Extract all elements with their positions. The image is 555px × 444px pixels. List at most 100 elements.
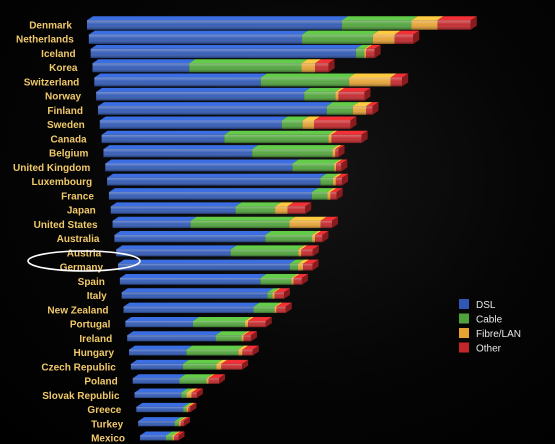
category-label-sweden: Sweden bbox=[47, 120, 85, 131]
bar-row-germany bbox=[118, 259, 319, 271]
category-label-portugal: Portugal bbox=[70, 320, 111, 331]
bar-top-other-united-kingdom bbox=[336, 159, 348, 164]
bar-top-dsl-australia bbox=[114, 231, 272, 236]
bar-top-dsl-austria bbox=[116, 245, 237, 250]
bar-top-dsl-sweden bbox=[99, 116, 288, 121]
bar-top-other-norway bbox=[338, 87, 371, 92]
bar-top-other-sweden bbox=[314, 116, 357, 121]
bar-end-cap-united-kingdom bbox=[341, 159, 348, 172]
country-labels-group: Denmark Netherlands Iceland Korea Switzerlan… bbox=[13, 21, 125, 444]
bar-end-cap-finland bbox=[372, 102, 379, 115]
bar-top-cable-sweden bbox=[281, 116, 309, 121]
legend: DSL Cable Fibre/LAN Other bbox=[459, 299, 521, 355]
bar-top-cable-denmark bbox=[341, 16, 418, 21]
bar-end-cap-slovak-republic bbox=[196, 388, 203, 399]
bar-top-other-spain bbox=[293, 273, 308, 278]
bar-gloss-united-kingdom bbox=[105, 163, 342, 172]
category-label-netherlands: Netherlands bbox=[16, 35, 74, 46]
legend-swatch-fibre-lan bbox=[459, 328, 469, 338]
bar-gloss-korea bbox=[92, 63, 329, 73]
bar-top-other-finland bbox=[366, 102, 379, 107]
bar-gloss-canada bbox=[101, 134, 362, 144]
bar-row-iceland bbox=[90, 44, 381, 59]
bar-top-dsl-canada bbox=[101, 130, 231, 135]
bar-top-dsl-spain bbox=[119, 273, 267, 278]
bar-end-cap-norway bbox=[364, 87, 371, 101]
bar-top-cable-switzerland bbox=[260, 73, 356, 78]
bar-top-cable-mexico bbox=[166, 431, 179, 436]
bar-gloss-finland bbox=[97, 106, 373, 115]
bar-row-korea bbox=[92, 59, 335, 73]
category-label-finland: Finland bbox=[47, 106, 83, 117]
bar-top-cable-spain bbox=[260, 273, 298, 278]
bar-end-cap-japan bbox=[305, 202, 312, 214]
bar-top-cable-japan bbox=[235, 202, 282, 207]
bar-top-cable-netherlands bbox=[302, 30, 379, 35]
bar-top-fibre-lan-australia bbox=[312, 231, 322, 236]
bar-top-fibre-lan-poland bbox=[206, 374, 215, 379]
bar-top-fibre-lan-netherlands bbox=[372, 30, 401, 35]
legend-label-cable: Cable bbox=[476, 315, 503, 326]
bar-end-cap-hungary bbox=[252, 345, 259, 356]
category-label-denmark: Denmark bbox=[29, 21, 72, 32]
legend-swatch-dsl bbox=[459, 299, 469, 309]
bars-group bbox=[87, 16, 477, 441]
bar-top-dsl-hungary bbox=[129, 345, 193, 350]
category-label-ireland: Ireland bbox=[79, 334, 112, 345]
bar-gloss-new-zealand bbox=[123, 306, 286, 314]
category-label-italy: Italy bbox=[87, 291, 107, 302]
bar-top-other-poland bbox=[208, 374, 226, 379]
bar-top-dsl-france bbox=[108, 188, 318, 193]
bar-end-cap-sweden bbox=[350, 116, 357, 129]
category-label-iceland: Iceland bbox=[41, 49, 75, 60]
bar-top-cable-portugal bbox=[192, 316, 251, 321]
bar-row-australia bbox=[114, 231, 329, 243]
bar-top-cable-italy bbox=[267, 288, 279, 293]
bar-gloss-spain bbox=[119, 277, 302, 285]
bar-top-cable-belgium bbox=[252, 145, 339, 150]
bar-top-fibre-lan-norway bbox=[335, 87, 345, 92]
category-label-hungary: Hungary bbox=[73, 348, 114, 359]
bar-row-canada bbox=[101, 130, 368, 144]
legend-label-fibre-lan: Fibre/LAN bbox=[476, 329, 521, 340]
bar-gloss-ireland bbox=[127, 335, 251, 342]
bar-top-other-denmark bbox=[437, 16, 477, 21]
bar-row-greece bbox=[136, 402, 197, 413]
bar-end-cap-switzerland bbox=[402, 73, 409, 87]
bar-top-cable-ireland bbox=[215, 331, 248, 336]
bar-top-fibre-lan-germany bbox=[297, 259, 310, 264]
bar-gloss-netherlands bbox=[88, 34, 414, 44]
bar-top-cable-czech-republic bbox=[182, 359, 223, 364]
category-label-luxembourg: Luxembourg bbox=[32, 177, 93, 188]
category-label-japan: Japan bbox=[67, 206, 96, 217]
category-label-new-zealand: New Zealand bbox=[47, 305, 108, 316]
category-label-united-kingdom: United Kingdom bbox=[13, 163, 90, 174]
bar-top-fibre-lan-spain bbox=[291, 273, 300, 278]
bar-end-cap-czech-republic bbox=[242, 359, 249, 370]
bar-top-fibre-lan-switzerland bbox=[349, 73, 397, 78]
bar-row-belgium bbox=[103, 145, 345, 158]
bar-top-fibre-lan-ireland bbox=[241, 331, 250, 336]
bar-row-japan bbox=[110, 202, 312, 214]
bar-end-cap-iceland bbox=[374, 44, 381, 59]
bar-row-new-zealand bbox=[123, 302, 292, 314]
bar-end-cap-turkey bbox=[183, 417, 190, 427]
category-label-poland: Poland bbox=[84, 377, 117, 388]
category-label-germany: Germany bbox=[60, 263, 104, 274]
bar-top-cable-slovak-republic bbox=[181, 388, 193, 393]
bar-top-other-france bbox=[330, 188, 343, 193]
bar-gloss-denmark bbox=[87, 20, 471, 30]
bar-top-fibre-lan-denmark bbox=[411, 16, 444, 21]
bar-top-cable-canada bbox=[224, 130, 335, 135]
bar-top-fibre-lan-austria bbox=[298, 245, 308, 250]
bar-top-fibre-lan-slovak-republic bbox=[186, 388, 198, 393]
bar-end-cap-germany bbox=[312, 259, 319, 271]
bar-gloss-turkey bbox=[138, 421, 184, 427]
bar-top-cable-australia bbox=[265, 231, 319, 236]
bar-gloss-germany bbox=[118, 263, 313, 271]
bar-top-other-mexico bbox=[174, 431, 185, 436]
bar-row-switzerland bbox=[94, 73, 409, 87]
category-label-greece: Greece bbox=[87, 405, 121, 416]
bar-top-other-austria bbox=[301, 245, 319, 250]
